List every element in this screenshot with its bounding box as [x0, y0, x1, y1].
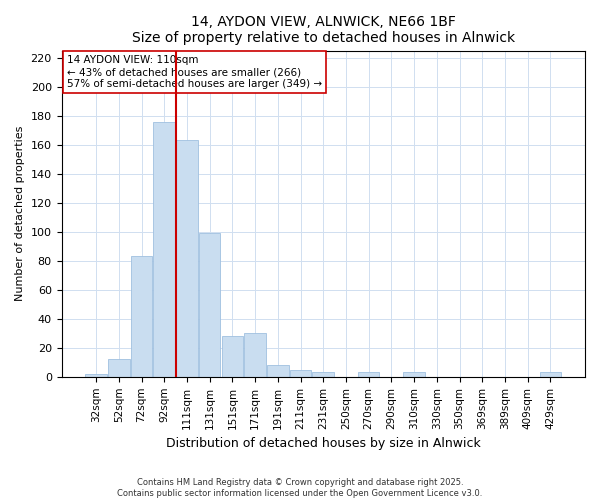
Bar	[85, 374, 107, 377]
Bar	[539, 372, 561, 377]
Bar	[290, 370, 311, 377]
Bar	[267, 365, 289, 377]
Bar	[176, 140, 198, 377]
Bar	[221, 336, 243, 377]
Bar	[244, 334, 266, 377]
Bar	[199, 234, 220, 377]
Y-axis label: Number of detached properties: Number of detached properties	[15, 126, 25, 302]
Bar	[313, 372, 334, 377]
Bar	[358, 372, 379, 377]
X-axis label: Distribution of detached houses by size in Alnwick: Distribution of detached houses by size …	[166, 437, 481, 450]
Text: Contains HM Land Registry data © Crown copyright and database right 2025.
Contai: Contains HM Land Registry data © Crown c…	[118, 478, 482, 498]
Text: 14 AYDON VIEW: 110sqm
← 43% of detached houses are smaller (266)
57% of semi-det: 14 AYDON VIEW: 110sqm ← 43% of detached …	[67, 56, 322, 88]
Bar	[154, 122, 175, 377]
Title: 14, AYDON VIEW, ALNWICK, NE66 1BF
Size of property relative to detached houses i: 14, AYDON VIEW, ALNWICK, NE66 1BF Size o…	[132, 15, 515, 45]
Bar	[108, 360, 130, 377]
Bar	[403, 372, 425, 377]
Bar	[131, 256, 152, 377]
